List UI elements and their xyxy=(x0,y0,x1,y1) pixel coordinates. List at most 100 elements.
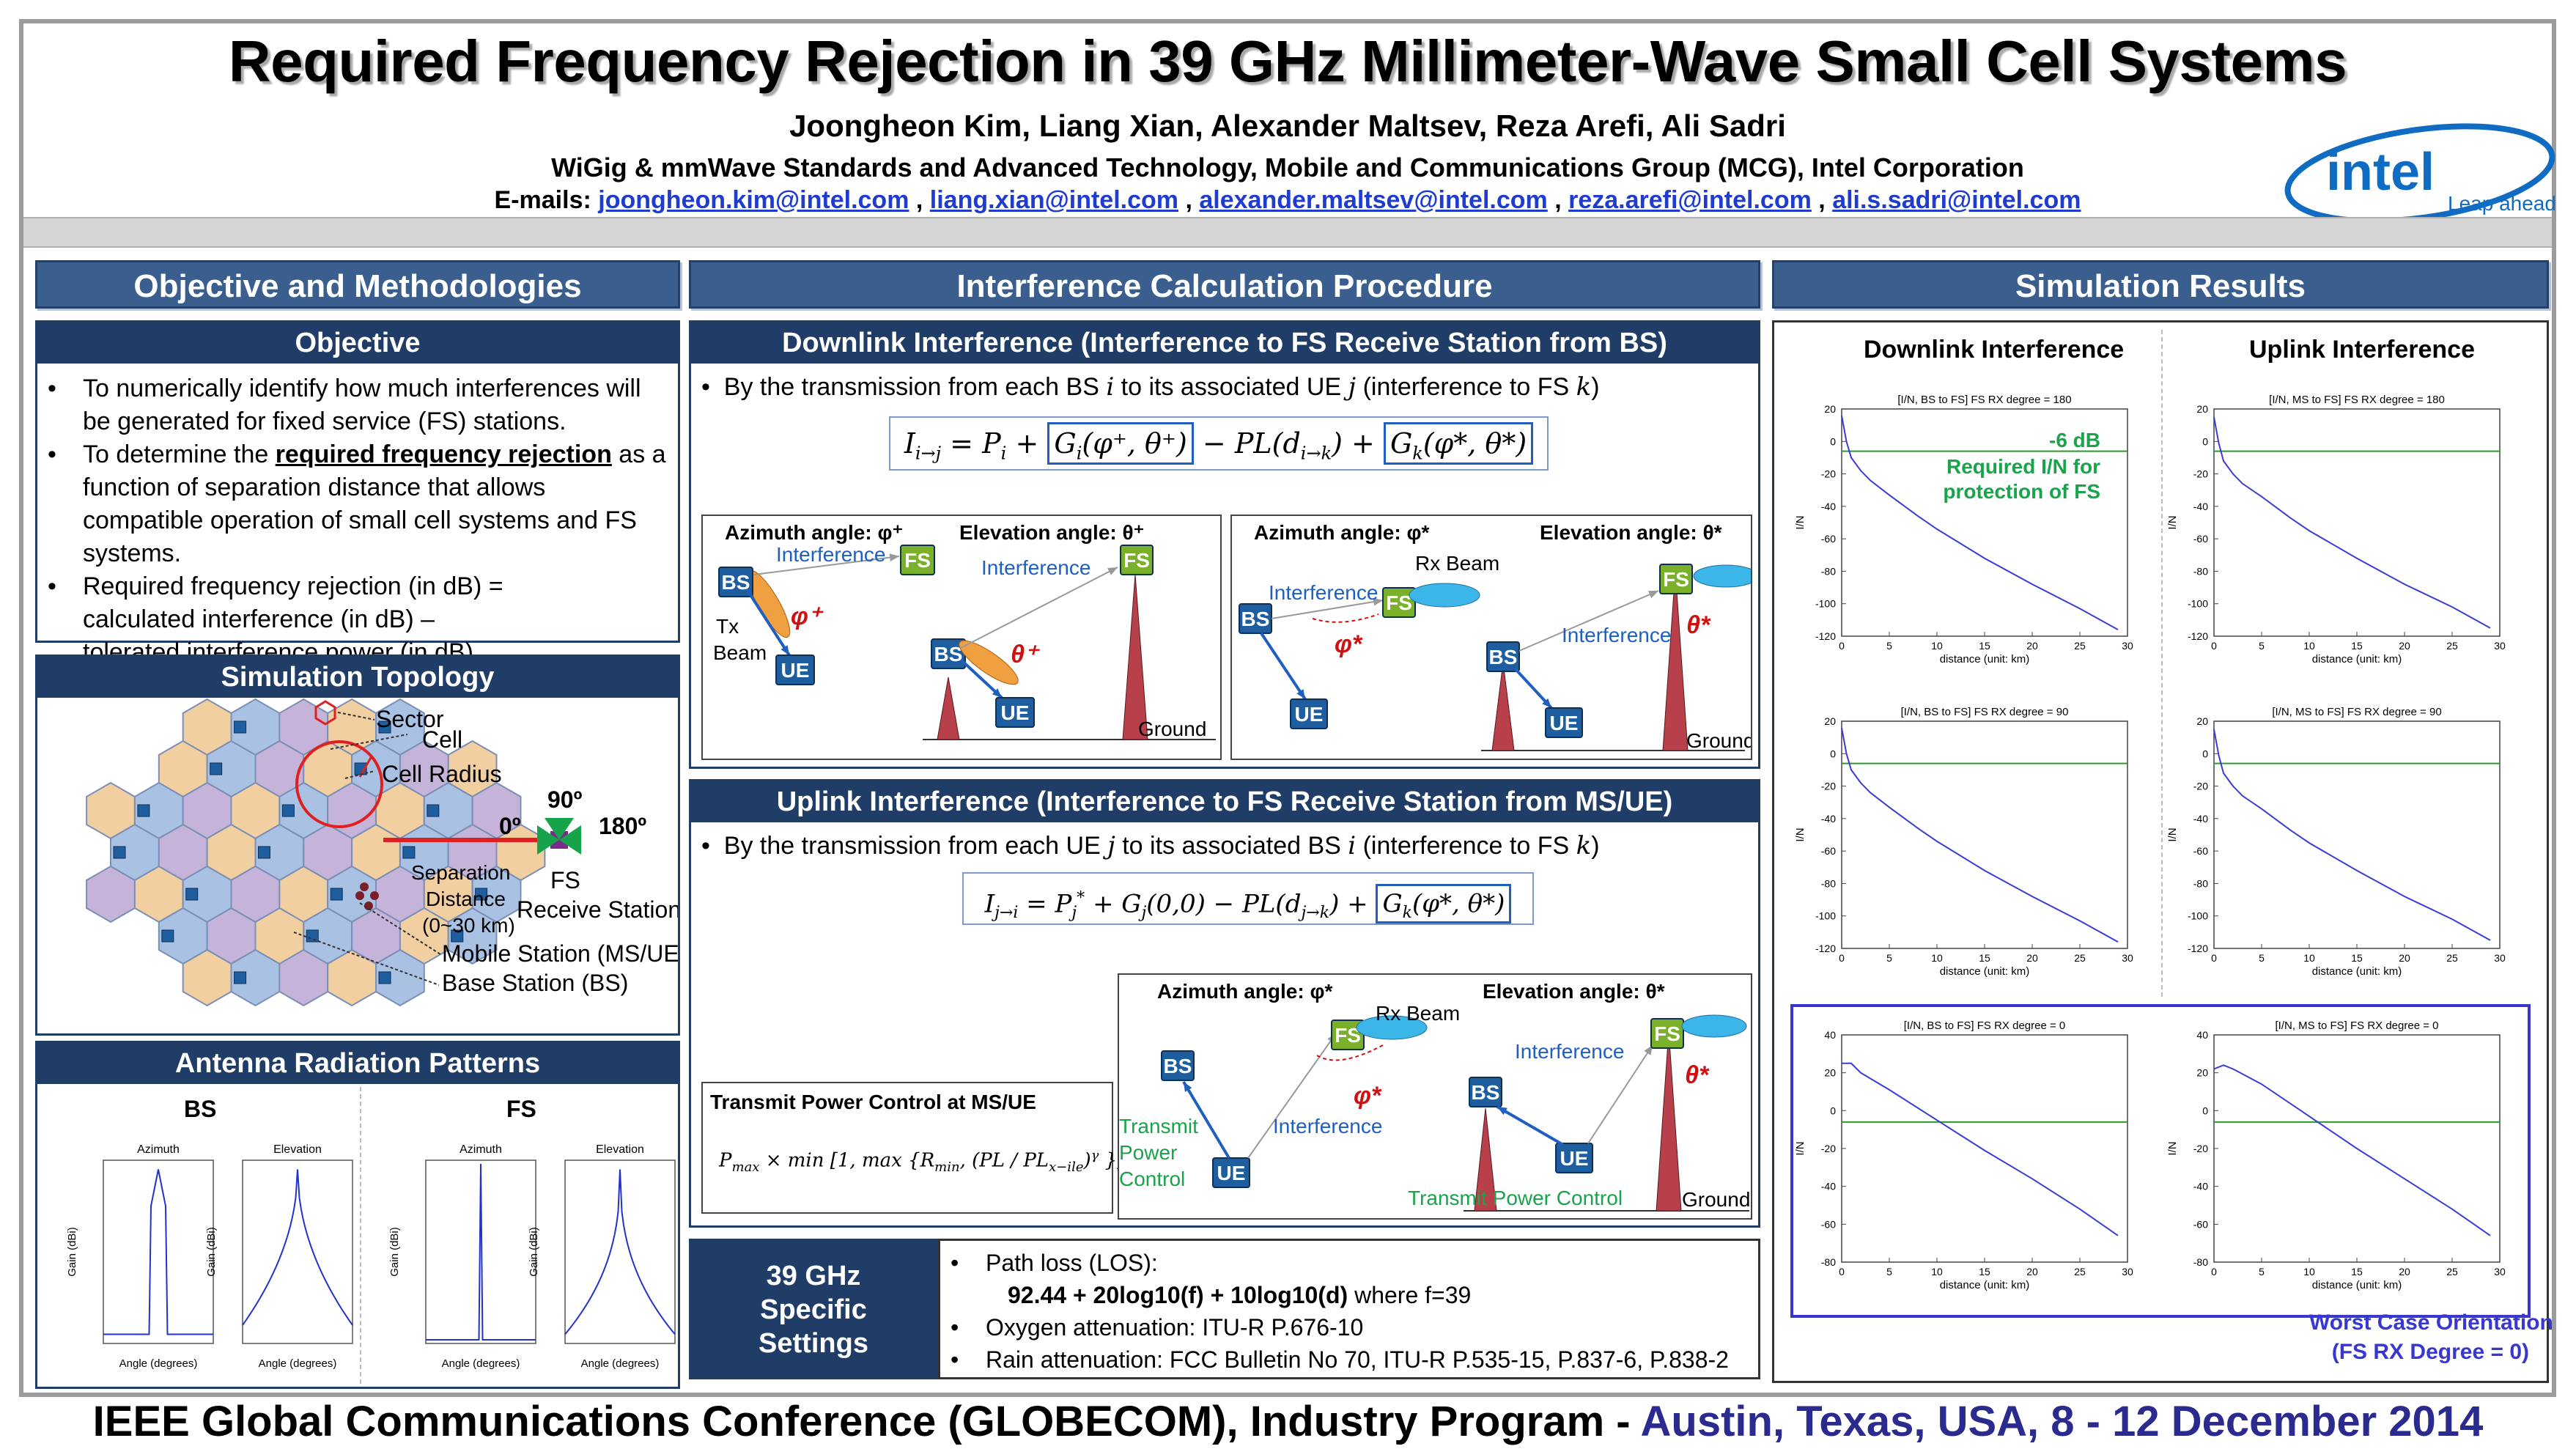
y-tick-label: 0 xyxy=(1830,748,1836,759)
ue-node xyxy=(1290,698,1328,729)
y-tick-label: -80 xyxy=(1821,565,1836,577)
bs-node xyxy=(1486,641,1520,672)
downlink-bullet: • By the transmission from each BS i to … xyxy=(701,372,1600,402)
svg-text:BS: BS xyxy=(1472,1081,1500,1104)
result-plot-frame xyxy=(2213,408,2501,637)
y-tick-label: -120 xyxy=(1815,630,1836,642)
annotation-protection: protection of FS xyxy=(1943,480,2100,503)
elevation-star-label: Elevation angle: θ* xyxy=(1483,980,1665,1003)
fs-tower xyxy=(1662,570,1689,751)
y-axis-label: I/N xyxy=(1794,1141,1806,1155)
azimuth-star-label: Azimuth angle: φ* xyxy=(1157,980,1332,1003)
svg-text:Distance: Distance xyxy=(426,888,506,910)
annotation-required: Required I/N for xyxy=(1946,455,2100,478)
y-tick-label: -20 xyxy=(2193,468,2208,480)
worst-case-highlight xyxy=(1790,1004,2531,1318)
antenna-ylabel: Gain (dBi) xyxy=(205,1227,218,1277)
y-tick-label: -20 xyxy=(1821,468,1836,480)
x-tick-label: 20 xyxy=(2399,952,2410,964)
x-tick-label: 25 xyxy=(2074,640,2086,652)
fs-node xyxy=(1120,545,1154,575)
footer: IEEE Global Communications Conference (G… xyxy=(0,1397,2576,1446)
base-station-marker xyxy=(378,720,391,734)
fs-node xyxy=(1650,1018,1684,1049)
settings-bullet: Rain attenuation: FCC Bulletin No 70, IT… xyxy=(940,1343,1754,1376)
email-link[interactable]: ali.s.sadri@intel.com xyxy=(1832,186,2081,214)
settings-bullet: Oxygen attenuation: ITU-R P.676-10 xyxy=(940,1311,1754,1343)
x-axis-label: distance (unit: km) xyxy=(2312,653,2402,665)
y-tick-label: -60 xyxy=(2193,1218,2208,1230)
base-station-marker xyxy=(185,888,199,901)
cell-radius-label: Cell Radius xyxy=(382,761,502,787)
x-tick-label: 0 xyxy=(1839,640,1845,652)
elevation-star-label: Elevation angle: θ* xyxy=(1540,521,1722,544)
x-tick-label: 10 xyxy=(2303,952,2315,964)
x-tick-label: 15 xyxy=(2351,1266,2363,1277)
uplink-angles-diagram: Azimuth angle: φ* Elevation angle: θ* BS UE… xyxy=(1118,973,1752,1220)
deg90-label: 90º xyxy=(547,786,583,813)
svg-text:(0~30 km): (0~30 km) xyxy=(422,914,515,937)
x-tick-label: 25 xyxy=(2446,1266,2458,1277)
interference-label: Interference xyxy=(1562,624,1671,646)
y-tick-label: -100 xyxy=(1815,910,1836,922)
rx-beam-label: Rx Beam xyxy=(1376,1002,1460,1025)
header-band xyxy=(23,217,2552,248)
x-tick-label: 30 xyxy=(2122,1266,2133,1277)
downlink-equation: Ii→j = Pi + Gi(φ⁺, θ⁺) − PL(di→k) + Gk(φ… xyxy=(889,416,1549,471)
base-station-marker xyxy=(330,888,343,901)
y-tick-label: -20 xyxy=(2193,1143,2208,1154)
svg-text:Power: Power xyxy=(1119,1141,1177,1164)
y-tick-label: 40 xyxy=(1824,1029,1836,1041)
rx-beam-label: Rx Beam xyxy=(1415,552,1499,575)
y-tick-label: 20 xyxy=(1824,403,1836,415)
rx-beam xyxy=(1409,583,1480,608)
svg-text:Leap ahead: Leap ahead xyxy=(2448,192,2556,215)
fs-node xyxy=(1659,564,1693,594)
x-tick-label: 15 xyxy=(1979,640,1990,652)
fs-tower xyxy=(1122,574,1148,740)
y-tick-label: -100 xyxy=(2188,598,2208,610)
x-tick-label: 15 xyxy=(1979,952,1990,964)
ue-node xyxy=(1545,707,1583,738)
antenna-ylabel: Gain (dBi) xyxy=(528,1227,540,1277)
cell-radius-circle xyxy=(295,740,383,828)
y-tick-label: 0 xyxy=(2202,435,2208,447)
x-axis-label: distance (unit: km) xyxy=(1940,653,2030,665)
base-station-marker xyxy=(234,720,247,734)
x-tick-label: 0 xyxy=(2211,640,2217,652)
svg-text:UE: UE xyxy=(1001,701,1030,724)
y-tick-label: -60 xyxy=(1821,845,1836,857)
footer-place: Austin, Texas, USA, 8 - 12 December 2014 xyxy=(1640,1398,2484,1445)
fs-node xyxy=(1382,587,1416,618)
interference-label: Interference xyxy=(1515,1040,1624,1063)
y-tick-label: -40 xyxy=(1821,813,1836,825)
result-plot-title: [I/N, MS to FS] FS RX degree = 180 xyxy=(2269,394,2445,406)
mobile-station-dot xyxy=(355,891,364,900)
cell-label: Cell xyxy=(422,726,462,753)
beam-label: Beam xyxy=(713,641,767,664)
email-link[interactable]: alexander.maltsev@intel.com xyxy=(1199,186,1548,214)
y-tick-label: -60 xyxy=(1821,533,1836,545)
x-tick-label: 0 xyxy=(1839,1266,1845,1277)
footer-conference: IEEE Global Communications Conference (G… xyxy=(92,1398,1641,1445)
x-tick-label: 5 xyxy=(1886,952,1892,964)
topology-title: Simulation Topology xyxy=(37,657,678,698)
antenna-xlabel: Angle (degrees) xyxy=(119,1357,198,1370)
tx-label: Tx xyxy=(716,615,739,638)
antenna-plot-frame xyxy=(564,1159,676,1344)
results-dl-title: Downlink Interference xyxy=(1864,336,2125,364)
y-axis-label: I/N xyxy=(2166,827,2179,841)
x-tick-label: 20 xyxy=(2026,952,2038,964)
y-axis-label: I/N xyxy=(1794,827,1806,841)
y-tick-label: -40 xyxy=(2193,1181,2208,1192)
antenna-pattern-curve xyxy=(242,1169,353,1326)
email-link[interactable]: reza.arefi@intel.com xyxy=(1568,186,1812,214)
y-tick-label: 20 xyxy=(1824,715,1836,727)
rx-beam xyxy=(1681,1014,1747,1038)
svg-text:FS: FS xyxy=(1663,568,1689,591)
base-station-marker xyxy=(113,846,126,859)
y-tick-label: -20 xyxy=(1821,1143,1836,1154)
y-tick-label: -40 xyxy=(2193,813,2208,825)
email-link[interactable]: liang.xian@intel.com xyxy=(929,186,1179,214)
email-link[interactable]: joongheon.kim@intel.com xyxy=(598,186,909,214)
